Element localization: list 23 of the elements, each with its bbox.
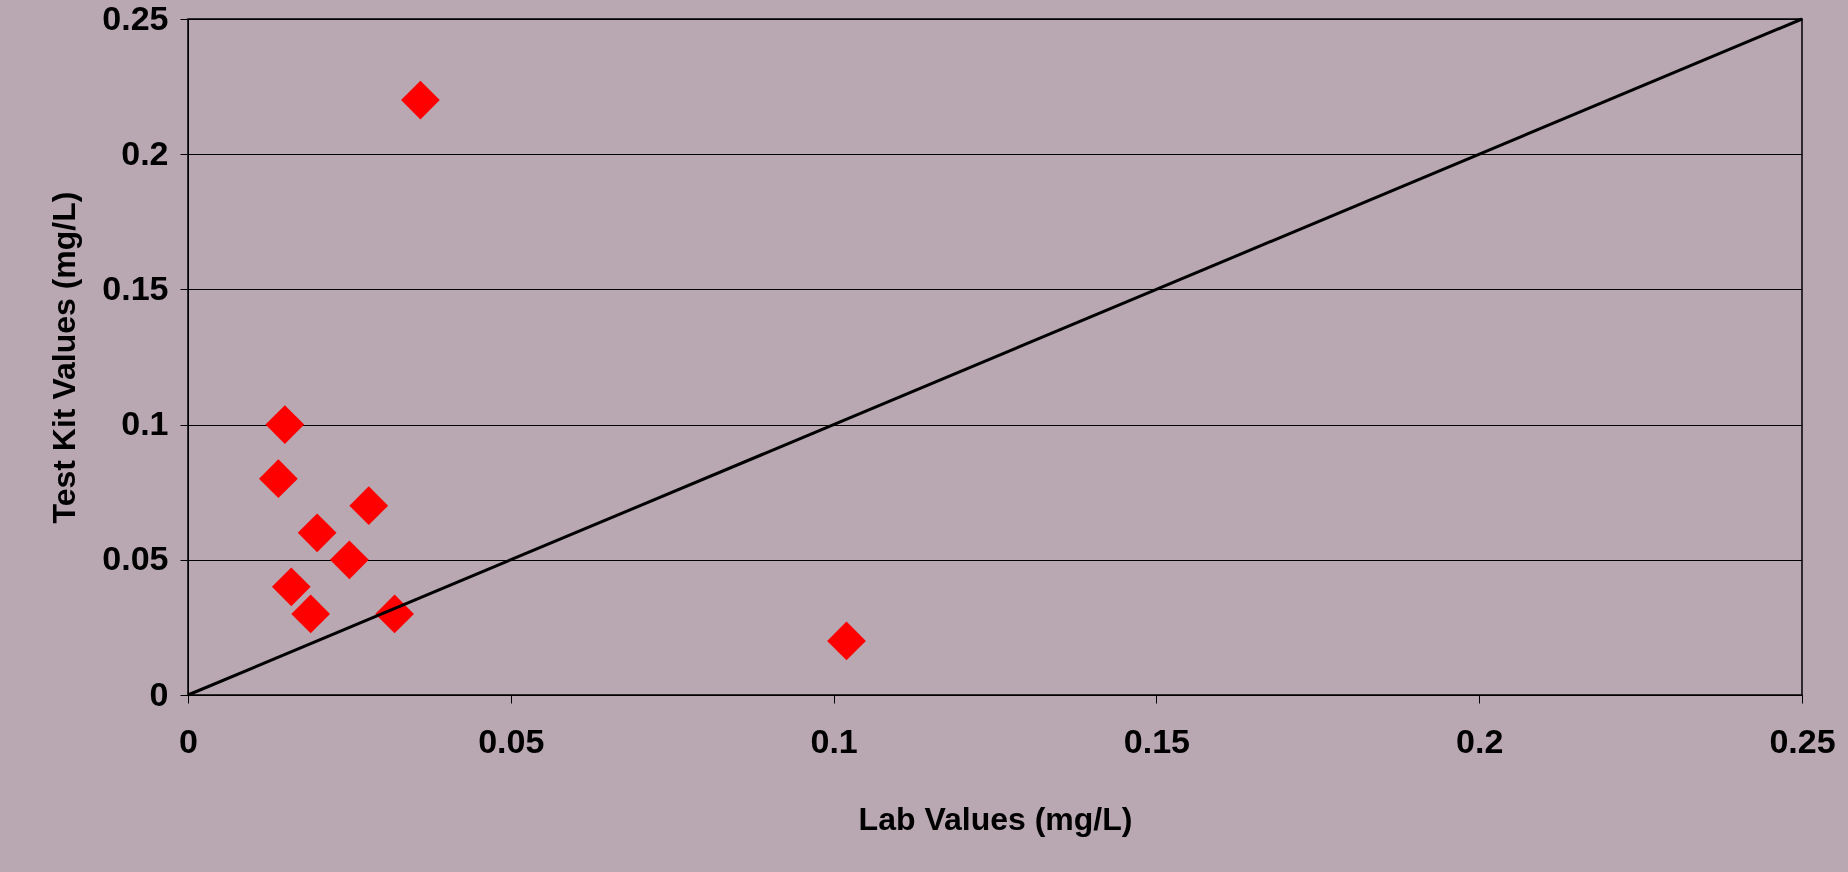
x-tick-label: 0.25 — [1769, 721, 1836, 760]
y-tick-label: 0.2 — [121, 133, 169, 172]
point — [349, 486, 389, 526]
x-axis-title: Lab Values (mg/L) — [858, 800, 1133, 837]
y-tick-label: 0.05 — [102, 539, 169, 578]
y-tick-label: 0 — [149, 674, 169, 713]
x-tick-label: 0 — [179, 721, 198, 760]
point — [291, 594, 331, 634]
x-tick-label: 0.2 — [1456, 721, 1504, 760]
x-tick-label: 0.1 — [810, 721, 858, 760]
point — [330, 540, 369, 580]
y-tick-label: 0.1 — [121, 404, 169, 443]
x-tick-label: 0.15 — [1123, 721, 1190, 760]
point — [827, 621, 866, 661]
point — [271, 567, 311, 607]
point — [265, 405, 305, 444]
y-axis-title: Test Kit Values (mg/L) — [46, 191, 83, 524]
point — [259, 459, 298, 499]
x-tick-label: 0.05 — [478, 721, 545, 760]
point — [297, 513, 337, 553]
point — [401, 80, 440, 120]
y-tick-label: 0.15 — [102, 268, 169, 307]
y-tick-label: 0.25 — [102, 0, 169, 37]
